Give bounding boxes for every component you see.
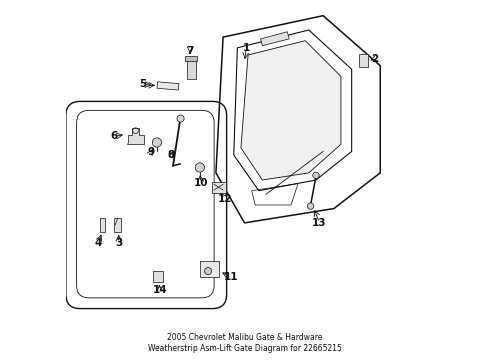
Text: 10: 10: [193, 178, 208, 188]
Text: 11: 11: [223, 272, 238, 282]
Text: 1: 1: [242, 43, 249, 53]
Circle shape: [152, 138, 162, 147]
Circle shape: [195, 163, 204, 172]
Text: 4: 4: [94, 238, 102, 248]
Polygon shape: [211, 182, 225, 193]
Text: 2: 2: [370, 54, 378, 64]
Polygon shape: [260, 32, 288, 46]
Text: 14: 14: [152, 285, 167, 295]
Text: 6: 6: [110, 131, 118, 141]
Bar: [185, 57, 197, 61]
Text: 12: 12: [217, 194, 232, 203]
Text: 8: 8: [167, 150, 175, 160]
Text: 7: 7: [186, 46, 194, 56]
Bar: [358, 54, 367, 67]
Text: 9: 9: [147, 147, 154, 157]
Text: 5: 5: [139, 79, 146, 89]
Bar: [157, 82, 179, 90]
Circle shape: [177, 115, 184, 122]
Polygon shape: [126, 128, 144, 144]
Circle shape: [204, 267, 211, 275]
Bar: [114, 218, 121, 232]
Text: 2005 Chevrolet Malibu Gate & Hardware
Weatherstrip Asm-Lift Gate Diagram for 226: 2005 Chevrolet Malibu Gate & Hardware We…: [147, 333, 341, 353]
Bar: [186, 59, 195, 78]
Polygon shape: [241, 41, 340, 180]
Bar: [200, 261, 219, 277]
Text: 3: 3: [115, 238, 122, 248]
Circle shape: [312, 172, 319, 179]
Bar: [100, 217, 105, 232]
Circle shape: [307, 203, 313, 209]
Bar: [153, 271, 163, 282]
Text: 13: 13: [312, 218, 326, 228]
